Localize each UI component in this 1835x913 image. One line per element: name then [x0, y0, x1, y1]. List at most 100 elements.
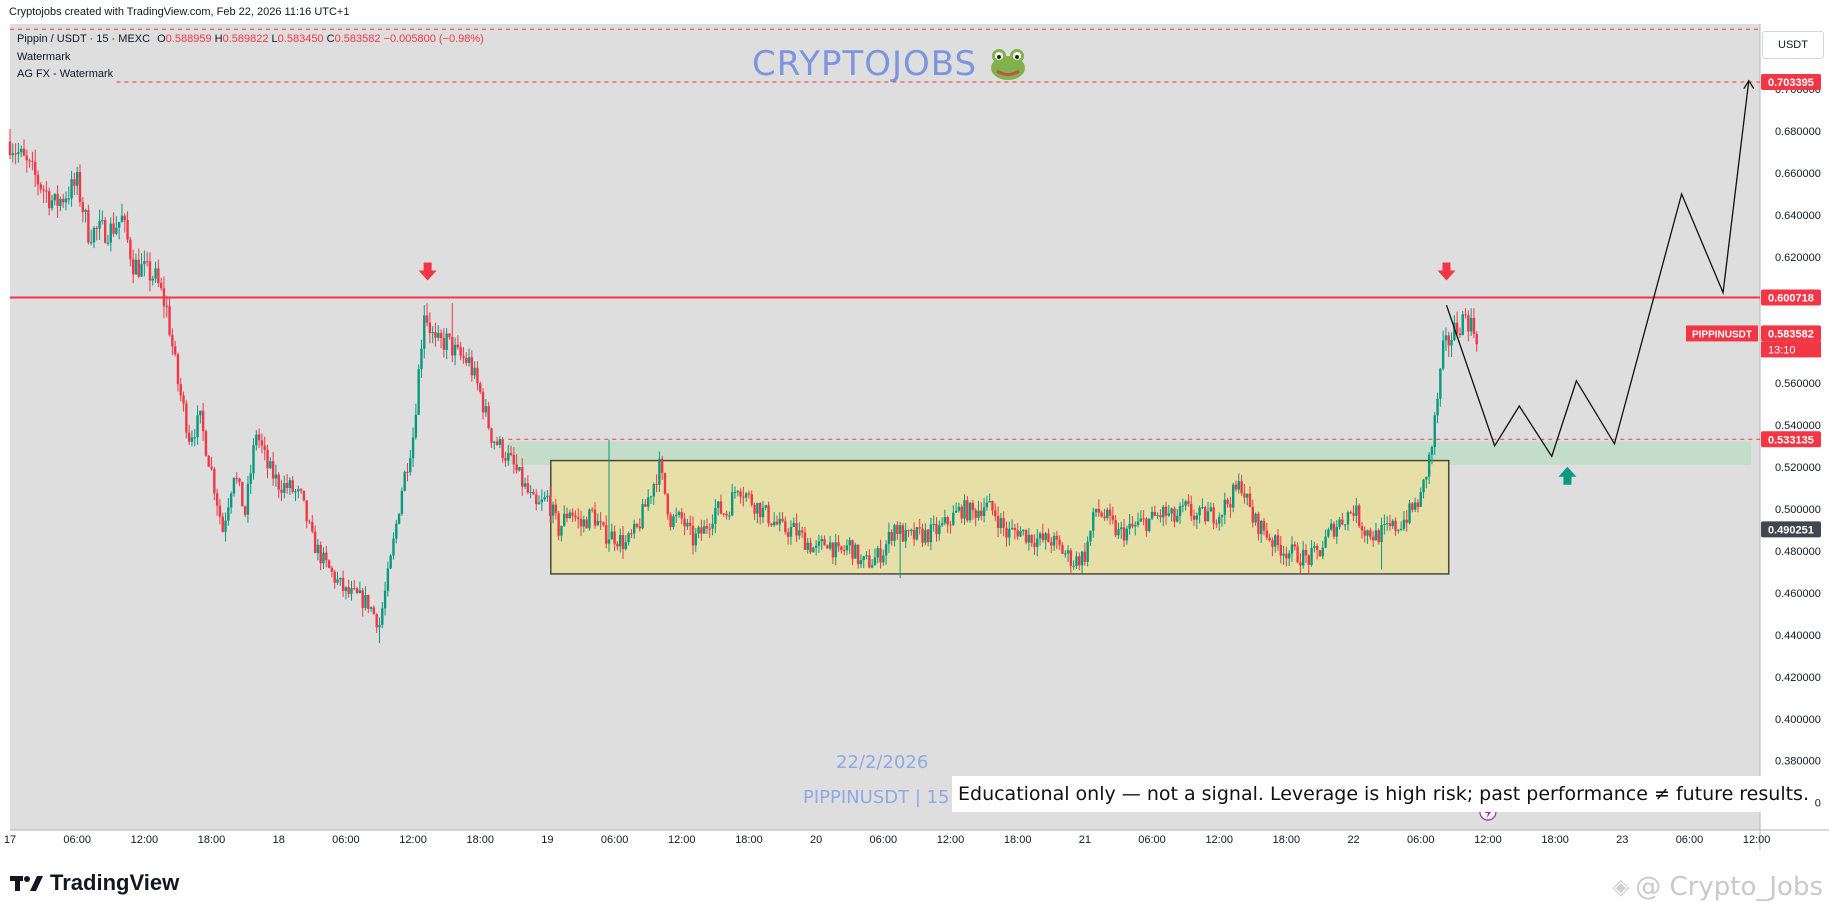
candle-body	[1080, 551, 1084, 566]
candle-body	[232, 477, 236, 494]
candle-body	[605, 525, 608, 544]
candle-body	[960, 506, 963, 519]
candle-body	[185, 403, 188, 433]
indicator-watermark[interactable]: Watermark	[17, 51, 71, 63]
candle-body	[453, 344, 457, 356]
candle-body	[1111, 515, 1115, 521]
candle-body	[619, 535, 622, 547]
candle-body	[977, 510, 980, 518]
candle-body	[59, 198, 62, 206]
candle-body	[1044, 533, 1047, 541]
candle-body	[397, 513, 401, 524]
x-tick-label: 18:00	[1541, 834, 1569, 846]
candle-body	[327, 560, 331, 568]
candle-body	[355, 588, 359, 593]
candle-body	[851, 540, 854, 559]
tradingview-logo[interactable]: TradingView	[10, 870, 179, 896]
candle-body	[392, 538, 395, 556]
candle-body	[719, 501, 723, 514]
candle-body	[943, 517, 947, 524]
candle-body	[1453, 322, 1456, 340]
candle-body	[837, 542, 840, 547]
candle-body	[1436, 398, 1439, 416]
candle-body	[652, 483, 655, 497]
candle-body	[1078, 556, 1081, 566]
candle-body	[148, 261, 152, 281]
candle-body	[249, 473, 252, 484]
candle-body	[938, 525, 941, 535]
candle-body	[817, 541, 821, 546]
candle-body	[145, 261, 149, 263]
candle-body	[1089, 530, 1092, 542]
candle-body	[624, 542, 628, 550]
candle-body	[739, 491, 742, 497]
candle-body	[952, 512, 955, 526]
candle-body	[770, 523, 773, 526]
candle-body	[879, 548, 882, 563]
candle-body	[299, 489, 303, 491]
candle-body	[375, 614, 378, 628]
candle-body	[1290, 544, 1294, 554]
candle-body	[361, 590, 364, 608]
candle-body	[767, 505, 770, 524]
candle-body	[1427, 454, 1431, 477]
candle-body	[1321, 547, 1324, 557]
candle-body	[344, 587, 348, 591]
candle-body	[761, 507, 765, 518]
candle-body	[218, 505, 222, 517]
legend-low-value: 0.583450	[277, 33, 324, 45]
candle-body	[140, 264, 143, 277]
candle-body	[1058, 539, 1061, 546]
candle-body	[179, 384, 182, 396]
candle-body	[1307, 555, 1310, 565]
handle-watermark-text: @ Crypto_Jobs	[1635, 872, 1823, 902]
candle-body	[1153, 512, 1157, 516]
candle-body	[568, 512, 572, 518]
candle-body	[982, 507, 986, 517]
candle-body	[1050, 542, 1053, 546]
countdown-label	[1761, 341, 1821, 358]
candle-body	[479, 383, 482, 392]
x-tick-label: 18:00	[466, 834, 494, 846]
candle-body	[1363, 530, 1366, 536]
legend-open-label: O	[157, 33, 166, 45]
candle-body	[1450, 339, 1453, 346]
legend-change: −0.005800 (−0.98%)	[383, 33, 484, 45]
y-tick-label: 0.520000	[1775, 462, 1821, 474]
currency-button[interactable]: USDT	[1762, 31, 1824, 59]
x-tick-label: 06:00	[1407, 834, 1435, 846]
candle-body	[733, 492, 737, 494]
candle-body	[1246, 493, 1249, 498]
indicator-ag-fx-watermark[interactable]: AG FX - Watermark	[17, 68, 114, 80]
candle-body	[714, 507, 717, 524]
candle-body	[991, 501, 994, 511]
candle-body	[98, 220, 101, 229]
y-tick-label: 0.680000	[1775, 126, 1821, 138]
candle-body	[1293, 544, 1296, 547]
candle-body	[196, 415, 199, 438]
candle-body	[954, 510, 958, 513]
support-zone	[508, 441, 1752, 465]
candle-body	[697, 527, 700, 534]
candle-body	[1276, 535, 1280, 545]
candle-body	[588, 509, 591, 529]
candle-body	[498, 439, 502, 445]
candle-body	[456, 344, 460, 348]
candle-body	[1268, 537, 1271, 541]
tradingview-brand: TradingView	[50, 870, 180, 895]
candle-body	[1285, 553, 1288, 559]
candle-body	[1170, 508, 1173, 514]
candle-body	[308, 521, 311, 523]
candle-body	[800, 530, 804, 533]
candle-body	[1150, 512, 1154, 519]
candle-body	[341, 577, 345, 591]
candle-body	[627, 533, 630, 543]
legend-open-value: 0.588959	[165, 33, 212, 45]
candle-body	[193, 437, 196, 439]
candle-body	[585, 519, 588, 529]
candle-body	[574, 515, 577, 518]
candle-body	[305, 500, 308, 522]
candle-body	[1243, 493, 1246, 498]
candle-body	[756, 503, 759, 514]
